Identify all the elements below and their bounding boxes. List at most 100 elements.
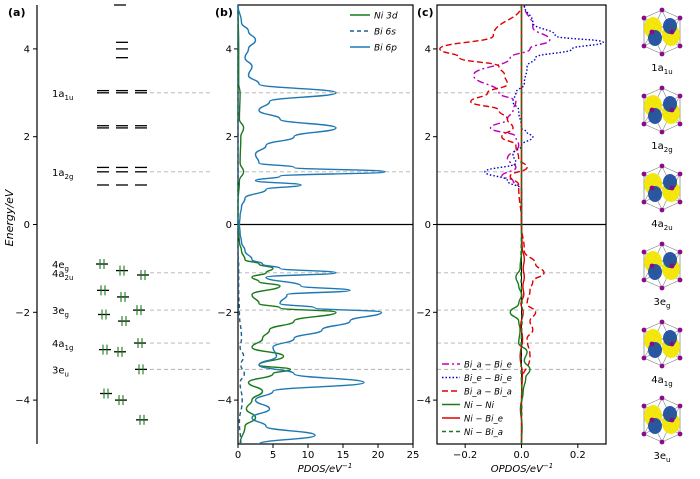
panel-c-xtick-label: −0.2 [453,450,477,461]
orbital-lobe-negative [663,330,677,346]
cage-bond [643,397,663,407]
legend-label: Bi_a − Bi_e [464,361,512,371]
atom [677,121,683,127]
cage-bond [661,165,681,175]
level-label: 1a1u [52,89,73,102]
energy-axis-ticks: −4 −2 0 2 4 [15,44,37,407]
panel-c-ytick-label: 0 [425,220,431,231]
cage-bond [643,357,663,367]
atom [677,199,683,205]
panel-b-xtick-label: 0 [235,450,241,461]
panel-b: (b) −4 −2 0 2 4 0 5 10 15 20 25 PDOS/eV−1 Ni 3d Bi … [215,4,419,475]
energy-tick-label: 0 [24,220,30,231]
panel-b-xlabel: PDOS/eV−1 [298,462,353,475]
cage-bond [643,123,663,133]
energy-tick-label: 2 [24,132,30,143]
atom [669,185,675,191]
energy-tick-label: 4 [24,44,30,55]
atom [677,171,683,177]
atom [641,431,647,437]
level-label: 4eg [52,260,69,273]
legend-label: Ni − Ni [464,401,495,411]
atom [669,29,675,35]
orbital-label: 4a2u [651,219,672,232]
orbital-label: 1a2g [651,141,672,154]
atom [677,15,683,21]
atom [659,207,665,213]
opdos-series [519,5,526,444]
cage-bond [643,243,663,253]
panel-c-series [439,4,604,445]
atom [641,199,647,205]
orbital-picture: 1a1u [641,7,683,76]
cage-bond [661,201,681,211]
pdos-series-bi-6p [237,4,386,445]
panel-b-ytick-label: 4 [226,44,232,55]
energy-axis-label: Energy/eV [3,188,16,246]
orbital-label: 1a1u [651,63,672,76]
atom [677,327,683,333]
atom [659,241,665,247]
legend-label: Bi_a − Bi_a [464,388,512,398]
orbital-lobe-negative [663,252,677,268]
atom [659,85,665,91]
atom [641,43,647,49]
panel-b-ytick-label: 0 [226,220,232,231]
orbital-lobe-negative [663,18,677,34]
atom [641,277,647,283]
atom [659,285,665,291]
panel-b-ytick-label: −2 [217,308,232,319]
atom [641,327,647,333]
level-label: 3eg [52,306,69,319]
energy-tick-label: −4 [15,396,30,407]
cage-bond [643,433,663,443]
atom [649,107,655,113]
atom [641,93,647,99]
cage-bond [661,279,681,289]
panel-b-ticks: −4 −2 0 2 4 0 5 10 15 20 25 [217,44,419,461]
cage-bond [661,397,681,407]
atom [641,171,647,177]
level-label: 1a2g [52,168,73,181]
panel-c-xtick-label: 0.2 [570,450,586,461]
level-label: 4a1g [52,339,73,352]
opdos-series [439,4,545,383]
legend-label: Bi 6p [374,44,397,54]
orbital-label: 3eu [654,451,671,464]
atom [649,341,655,347]
panel-b-xtick-label: 15 [337,450,350,461]
atom [659,319,665,325]
orbital-picture: 4a1g [641,319,683,388]
level-label: 3eu [52,365,69,378]
cage-bond [661,357,681,367]
orbital-picture: 1a2g [641,85,683,154]
legend-label: Ni − Bi_e [464,415,503,425]
panel-b-title: (b) [215,6,233,19]
atom [677,277,683,283]
cage-bond [661,433,681,443]
legend-label: Ni 3d [374,12,398,22]
opdos-series [520,5,523,445]
atom [649,29,655,35]
panel-c-legend: Bi_a − Bi_e Bi_e − Bi_e Bi_a − Bi_a Ni − Ni… [442,361,512,438]
atom [677,43,683,49]
cage-bond [661,87,681,97]
atom [641,15,647,21]
energy-tick-label: −2 [15,308,30,319]
cage-bond [643,9,663,19]
cage-bond [643,321,663,331]
cage-bond [661,243,681,253]
cage-bond [643,165,663,175]
atom [641,355,647,361]
panel-c-ytick-label: −4 [416,396,431,407]
orbital-label: 3eg [654,297,671,310]
panel-b-legend: Ni 3d Bi 6s Bi 6p [350,12,398,54]
atom [659,163,665,169]
atom [669,107,675,113]
atom [677,355,683,361]
opdos-series [484,4,604,225]
orbital-label: 4a1g [651,375,672,388]
